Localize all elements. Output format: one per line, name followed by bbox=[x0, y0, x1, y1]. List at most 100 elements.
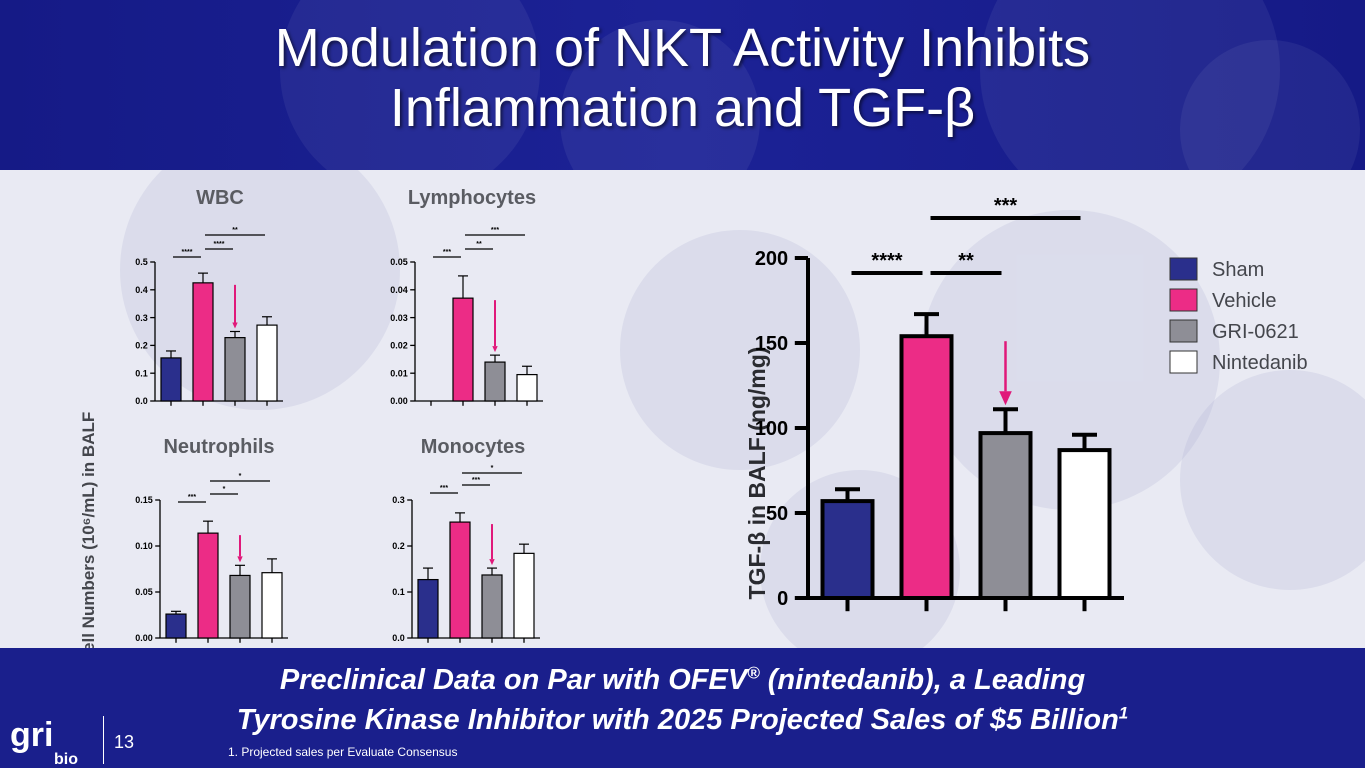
y-tick-label: 0.1 bbox=[392, 587, 405, 597]
bar-nintedanib bbox=[261, 572, 283, 639]
significance-label: **** bbox=[871, 250, 902, 272]
significance-label: *** bbox=[188, 494, 196, 501]
y-tick-label: 0.01 bbox=[390, 368, 408, 378]
chart-title: Lymphocytes bbox=[408, 187, 536, 209]
y-tick-label: 0.05 bbox=[135, 587, 153, 597]
significance-label: *** bbox=[491, 227, 499, 234]
tagline: Preclinical Data on Par with OFEV® (nint… bbox=[0, 660, 1365, 740]
y-tick-label: 0.00 bbox=[135, 633, 153, 643]
y-tick-label: 0.03 bbox=[390, 313, 408, 323]
significance-label: ** bbox=[958, 250, 974, 272]
significance-label: ** bbox=[232, 227, 238, 234]
y-tick-label: 0.02 bbox=[390, 341, 408, 351]
chart-title: Neutrophils bbox=[163, 436, 274, 458]
shared-y-axis-label: Cell Numbers (10⁶/mL) in BALF bbox=[79, 412, 98, 648]
decor-bubble bbox=[280, 0, 540, 170]
slide-title-line2: Inflammation and TGF-β bbox=[389, 78, 976, 138]
significance-label: * bbox=[223, 486, 226, 493]
bar-vehicle bbox=[449, 521, 471, 639]
y-tick-label: 0.2 bbox=[135, 341, 148, 351]
y-tick-label: 0.5 bbox=[135, 257, 148, 267]
tagline-line1-a: Preclinical Data on Par with OFEV bbox=[279, 664, 748, 696]
y-tick-label: 0.0 bbox=[135, 396, 148, 406]
y-tick-label: 0.3 bbox=[135, 313, 148, 323]
y-tick-label: 0.10 bbox=[135, 541, 153, 551]
y-axis-label: TGF-β in BALF (ng/mg) bbox=[744, 347, 770, 600]
bar-sham bbox=[160, 357, 182, 402]
gri-bio-logo: gri bio bbox=[10, 718, 78, 766]
decor-bubble bbox=[560, 20, 760, 170]
significance-label: *** bbox=[443, 249, 451, 256]
slide-footer: Preclinical Data on Par with OFEV® (nint… bbox=[0, 648, 1365, 768]
significance-label: *** bbox=[994, 195, 1018, 217]
logo-text-bottom: bio bbox=[54, 751, 78, 766]
down-arrow-icon bbox=[237, 556, 243, 563]
y-tick-label: 0.3 bbox=[392, 495, 405, 505]
bar-gri-0621 bbox=[224, 337, 246, 402]
charts-svg: Cell Numbers (10⁶/mL) in BALF WBC0.00.10… bbox=[79, 187, 1308, 648]
bar-gri-0621 bbox=[229, 574, 251, 639]
bar-nintedanib bbox=[513, 552, 535, 639]
slide-header: Modulation of NKT Activity Inhibits Infl… bbox=[0, 0, 1365, 170]
down-arrow-icon bbox=[489, 559, 495, 566]
bar-sham bbox=[417, 578, 439, 639]
chart-title: WBC bbox=[196, 187, 244, 209]
tagline-line1-b: (nintedanib), a Leading bbox=[759, 664, 1086, 696]
footer-divider bbox=[103, 716, 104, 764]
significance-label: * bbox=[491, 465, 494, 472]
legend-swatch-sham bbox=[1169, 257, 1198, 281]
legend-swatch-gri-0621 bbox=[1169, 319, 1198, 343]
logo-text-top: gri bbox=[10, 718, 53, 754]
footnote: 1. Projected sales per Evaluate Consensu… bbox=[228, 745, 458, 759]
footnote-marker: 1 bbox=[1118, 703, 1129, 723]
bar-vehicle bbox=[452, 297, 474, 402]
significance-label: *** bbox=[472, 477, 480, 484]
bar-sham bbox=[820, 499, 875, 601]
bar-nintedanib bbox=[256, 324, 278, 402]
decor-bubble bbox=[620, 230, 860, 470]
y-tick-label: 100 bbox=[755, 418, 788, 440]
bar-sham bbox=[165, 613, 187, 639]
significance-label: **** bbox=[214, 241, 225, 248]
legend-swatch-nintedanib bbox=[1169, 350, 1198, 374]
down-arrow-icon bbox=[492, 346, 498, 353]
y-tick-label: 0.0 bbox=[392, 633, 405, 643]
chart-title: Monocytes bbox=[421, 436, 525, 458]
decor-bubble bbox=[980, 0, 1280, 170]
y-tick-label: 0.15 bbox=[135, 495, 153, 505]
significance-label: *** bbox=[440, 485, 448, 492]
down-arrow-icon bbox=[232, 322, 238, 329]
bar-nintedanib bbox=[516, 373, 538, 402]
bar-gri-0621 bbox=[484, 361, 506, 402]
bar-gri-0621 bbox=[481, 574, 503, 639]
bar-vehicle bbox=[192, 282, 214, 402]
y-tick-label: 0.1 bbox=[135, 368, 148, 378]
legend-swatch-vehicle bbox=[1169, 288, 1198, 312]
y-tick-label: 0.4 bbox=[135, 285, 148, 295]
y-tick-label: 0.05 bbox=[390, 257, 408, 267]
y-tick-label: 0.00 bbox=[390, 396, 408, 406]
y-tick-label: 0.2 bbox=[392, 541, 405, 551]
tagline-line2: Tyrosine Kinase Inhibitor with 2025 Proj… bbox=[0, 700, 1365, 740]
tagline-line2-a: Tyrosine Kinase Inhibitor with 2025 Proj… bbox=[236, 704, 1119, 736]
y-tick-label: 0 bbox=[777, 588, 788, 610]
y-tick-label: 0.04 bbox=[390, 285, 408, 295]
y-tick-label: 200 bbox=[755, 248, 788, 270]
bar-vehicle bbox=[197, 532, 219, 639]
tagline-line1: Preclinical Data on Par with OFEV® (nint… bbox=[0, 660, 1365, 700]
bar-vehicle bbox=[899, 334, 954, 600]
legend-label: Sham bbox=[1212, 259, 1264, 281]
legend-label: Nintedanib bbox=[1212, 352, 1308, 374]
down-arrow-icon bbox=[999, 391, 1012, 406]
slide-title: Modulation of NKT Activity Inhibits Infl… bbox=[0, 18, 1365, 138]
legend-label: Vehicle bbox=[1212, 290, 1277, 312]
chart-lymphocytes: Lymphocytes 0.00 0.01 0.02 0.03 0.04 0.05 *** **… bbox=[390, 187, 543, 406]
slide-title-line1: Modulation of NKT Activity Inhibits bbox=[274, 18, 1091, 78]
decor-bubble bbox=[1180, 370, 1365, 590]
legend-label: GRI-0621 bbox=[1212, 321, 1299, 343]
bar-gri-0621 bbox=[978, 431, 1033, 600]
page-number: 13 bbox=[114, 732, 135, 752]
